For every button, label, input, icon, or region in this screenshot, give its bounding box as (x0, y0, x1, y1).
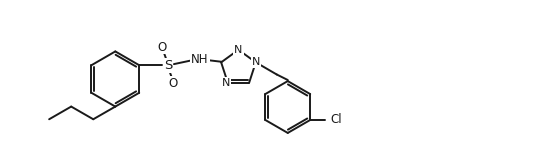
Text: S: S (163, 59, 172, 72)
Text: N: N (234, 45, 242, 55)
Text: O: O (169, 77, 178, 90)
Text: NH: NH (191, 53, 208, 66)
Text: N: N (251, 57, 260, 67)
Text: O: O (158, 40, 167, 54)
Text: Cl: Cl (330, 113, 342, 126)
Text: N: N (222, 78, 230, 88)
